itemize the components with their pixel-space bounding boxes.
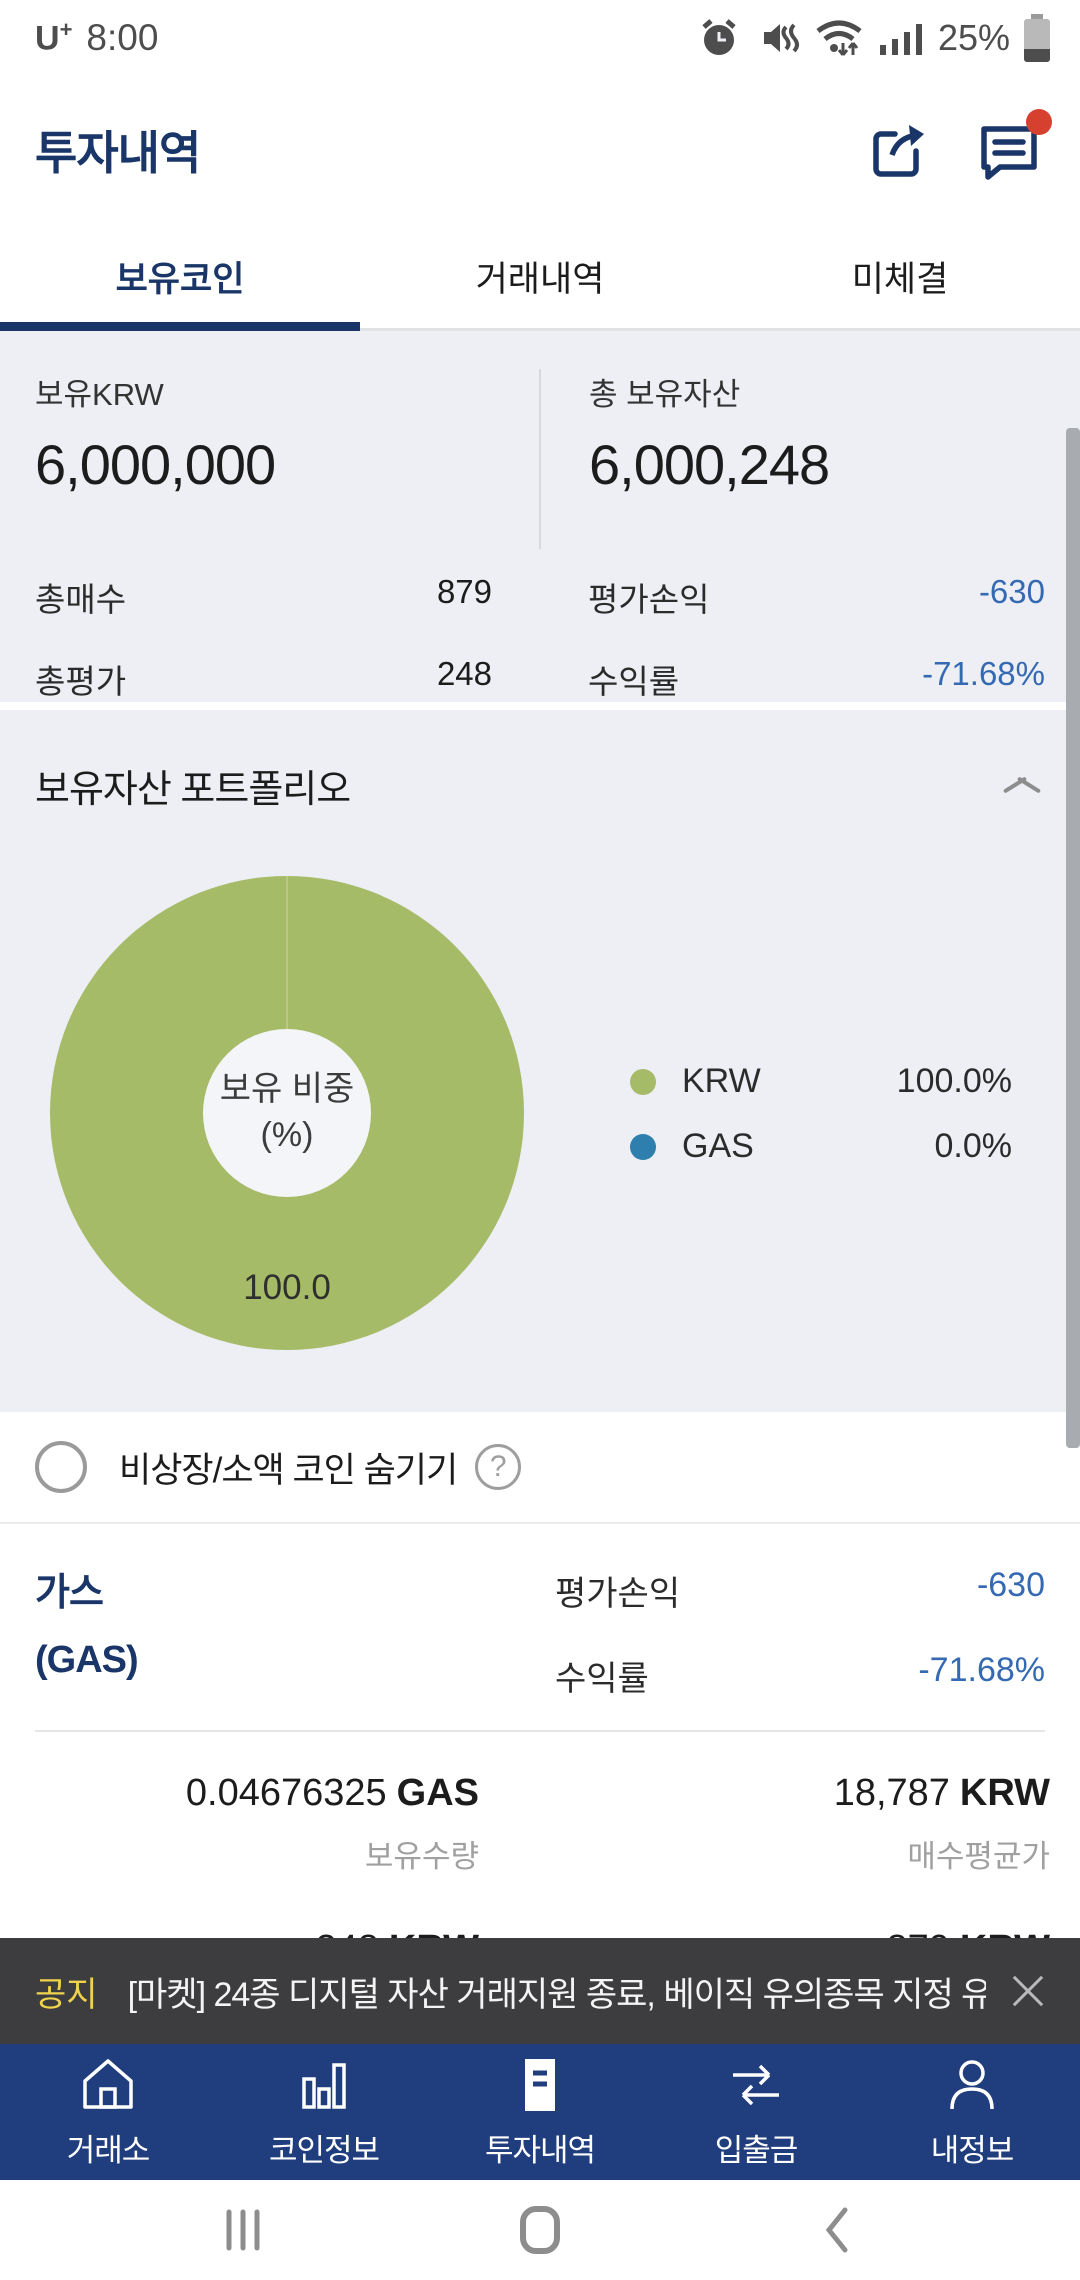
- legend-krw-name: KRW: [682, 1062, 761, 1100]
- page-title: 투자내역: [35, 127, 201, 179]
- collapse-chevron-icon[interactable]: [1002, 775, 1042, 797]
- legend-krw-value: 100.0%: [896, 1062, 1012, 1100]
- hide-coins-label: 비상장/소액 코인 숨기기: [119, 1450, 458, 1490]
- portfolio-donut-chart: 보유 비중 (%) 100.0: [50, 876, 524, 1350]
- coin-valuation-pl-row: 평가손익 -630: [555, 1566, 1045, 1615]
- section-gap: [0, 702, 1080, 710]
- yield-row: 수익률 -71.68%: [588, 655, 1045, 703]
- avg-buy-price-cell: 18,787 KRW 매수평균가: [525, 1772, 1050, 1876]
- home-icon: [80, 2055, 136, 2111]
- home-button[interactable]: [512, 2202, 568, 2258]
- coin-name: 가스: [35, 1572, 104, 1614]
- total-assets-label: 총 보유자산: [589, 377, 741, 412]
- alarm-icon: [696, 15, 742, 61]
- notice-text: [마켓] 24종 디지털 자산 거래지원 종료, 베이직 유의종목 지정 유..…: [127, 1975, 986, 2014]
- yield-value: -71.68%: [922, 655, 1045, 692]
- nav-item-exchange[interactable]: 거래소: [0, 2044, 216, 2180]
- notice-banner[interactable]: 공지 [마켓] 24종 디지털 자산 거래지원 종료, 베이직 유의종목 지정 …: [0, 1938, 1080, 2044]
- recents-button[interactable]: [215, 2202, 271, 2258]
- coin-yield-row: 수익률 -71.68%: [555, 1651, 1045, 1700]
- document-icon: [512, 2055, 568, 2111]
- page-header: 투자내역: [0, 75, 1080, 225]
- tab-trade-history[interactable]: 거래내역: [475, 260, 605, 299]
- tab-held-coins[interactable]: 보유코인: [115, 260, 245, 299]
- nav-item-coin-info[interactable]: 코인정보: [216, 2044, 432, 2180]
- total-valuation-row: 총평가 248: [35, 655, 492, 703]
- share-button[interactable]: [866, 117, 932, 183]
- signal-icon: [878, 15, 926, 61]
- back-button[interactable]: [809, 2202, 865, 2258]
- coin-yield-value: -71.68%: [918, 1651, 1045, 1689]
- person-icon: [944, 2055, 1000, 2111]
- gas-dot-icon: [630, 1133, 656, 1160]
- nav-item-my-info[interactable]: 내정보: [864, 2044, 1080, 2180]
- legend-row-krw: KRW 100.0%: [630, 1062, 1012, 1101]
- coin-yield-label: 수익률: [555, 1660, 649, 1698]
- status-time: 8:00: [86, 16, 159, 58]
- summary-divider: [539, 369, 541, 549]
- notice-badge: 공지: [35, 1975, 98, 2014]
- valuation-pl-value: -630: [978, 573, 1045, 610]
- legend-row-gas: GAS 0.0%: [630, 1127, 1012, 1166]
- total-valuation-label: 총평가: [35, 663, 127, 700]
- total-buy-row: 총매수 879: [35, 573, 492, 621]
- messages-button[interactable]: [976, 109, 1052, 183]
- battery-percent: 25%: [937, 16, 1010, 58]
- status-bar: U+ 8:00 25%: [0, 0, 1080, 75]
- donut-center-label: 보유 비중 (%): [203, 1029, 371, 1197]
- transfer-arrows-icon: [725, 2055, 787, 2111]
- scrollbar[interactable]: [1066, 428, 1080, 1448]
- portfolio-legend: KRW 100.0% GAS 0.0%: [630, 1062, 1012, 1166]
- avg-buy-price-label: 매수평균가: [907, 1839, 1050, 1874]
- total-valuation-value: 248: [436, 655, 492, 692]
- wifi-icon: [812, 15, 866, 61]
- portfolio-section: 보유자산 포트폴리오 보유 비중 (%) 100.0 KRW 100.0% GA…: [0, 710, 1080, 1412]
- legend-gas-name: GAS: [682, 1127, 754, 1165]
- total-assets-value: 6,000,248: [589, 433, 830, 496]
- coin-symbol: (GAS): [35, 1638, 139, 1681]
- bottom-navigation: 거래소 코인정보 투자내역 입출금 내정보: [0, 2044, 1080, 2180]
- donut-slice-value: 100.0: [243, 1268, 331, 1307]
- valuation-pl-row: 평가손익 -630: [588, 573, 1045, 621]
- holding-quantity-label: 보유수량: [364, 1839, 479, 1874]
- nav-item-investments[interactable]: 투자내역: [432, 2044, 648, 2180]
- asset-summary: 보유KRW 6,000,000 총 보유자산 6,000,248 총매수 879…: [0, 331, 1080, 702]
- hide-coins-row: 비상장/소액 코인 숨기기 ?: [0, 1412, 1080, 1524]
- coin-valuation-pl-value: -630: [976, 1566, 1045, 1604]
- battery-icon: [1022, 12, 1052, 64]
- android-nav-bar: [0, 2180, 1080, 2280]
- total-buy-label: 총매수: [35, 581, 127, 618]
- close-icon[interactable]: [1006, 1969, 1050, 2013]
- carrier-logo: U+: [35, 16, 73, 58]
- vibrate-icon: [754, 15, 800, 61]
- total-buy-value: 879: [436, 573, 492, 610]
- coin-valuation-pl-label: 평가손익: [555, 1575, 681, 1613]
- held-krw-value: 6,000,000: [35, 433, 276, 496]
- bar-chart-icon: [296, 2055, 352, 2111]
- portfolio-title: 보유자산 포트폴리오: [35, 769, 351, 811]
- nav-item-deposit-withdraw[interactable]: 입출금: [648, 2044, 864, 2180]
- notification-badge: [1026, 109, 1052, 135]
- valuation-pl-label: 평가손익: [588, 581, 710, 618]
- yield-label: 수익률: [588, 663, 680, 700]
- legend-gas-value: 0.0%: [934, 1127, 1013, 1165]
- holding-quantity-cell: 0.04676325 GAS 보유수량: [0, 1772, 525, 1876]
- help-icon[interactable]: ?: [475, 1444, 522, 1490]
- donut-slice-boundary: [286, 876, 288, 1031]
- held-krw-label: 보유KRW: [35, 377, 164, 412]
- tab-open-orders[interactable]: 미체결: [851, 260, 949, 299]
- krw-dot-icon: [630, 1068, 656, 1095]
- hide-coins-checkbox[interactable]: [35, 1441, 87, 1493]
- tab-bar: 보유코인 거래내역 미체결: [0, 225, 1080, 331]
- coin-divider: [35, 1730, 1045, 1732]
- active-tab-underline: [0, 322, 360, 331]
